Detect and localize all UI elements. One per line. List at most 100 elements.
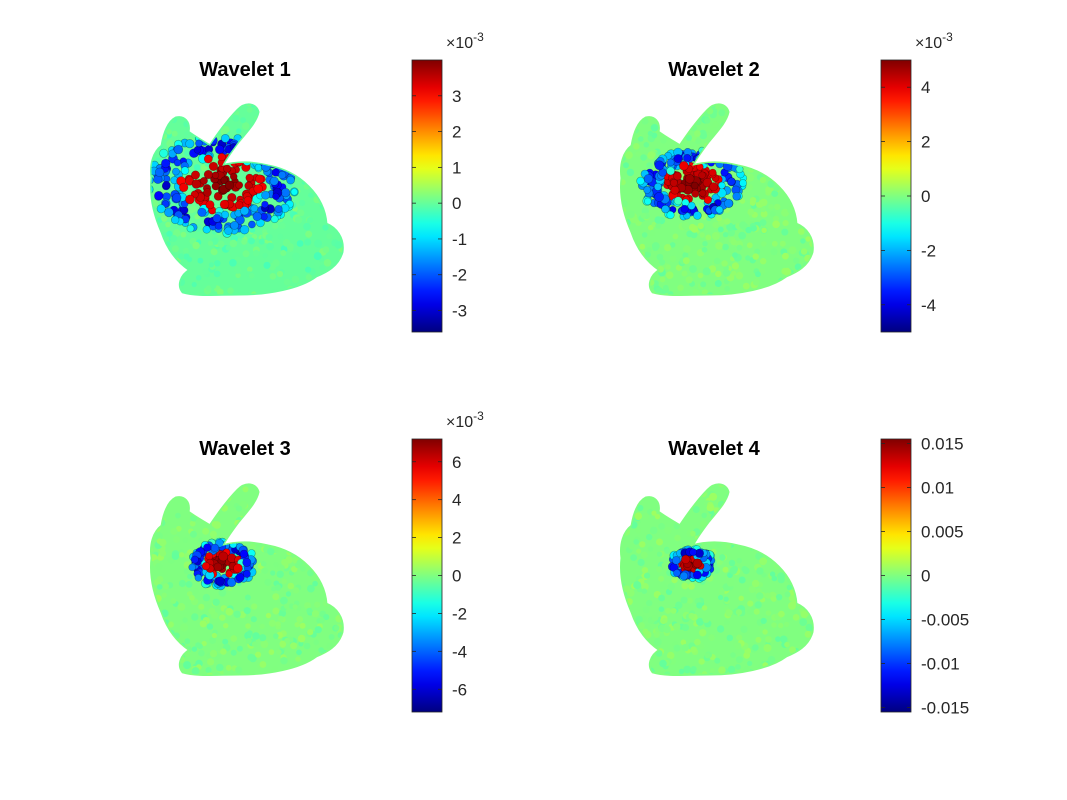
data-point-hotspot bbox=[237, 142, 248, 153]
data-point bbox=[210, 506, 218, 515]
data-point bbox=[292, 604, 298, 610]
data-point bbox=[333, 625, 340, 631]
data-point bbox=[782, 488, 791, 496]
data-point bbox=[811, 125, 813, 131]
data-point bbox=[754, 601, 762, 609]
data-point bbox=[626, 168, 635, 177]
data-point bbox=[757, 143, 763, 149]
data-point bbox=[792, 614, 800, 621]
data-point bbox=[811, 276, 813, 283]
data-point bbox=[327, 273, 335, 281]
data-point bbox=[333, 147, 341, 155]
data-point bbox=[333, 266, 341, 274]
data-point bbox=[196, 292, 202, 295]
data-point bbox=[681, 221, 690, 230]
data-point bbox=[716, 215, 722, 222]
data-point bbox=[649, 229, 656, 237]
data-point bbox=[751, 498, 758, 505]
data-point bbox=[722, 269, 731, 277]
data-point bbox=[731, 127, 740, 135]
data-point bbox=[795, 114, 803, 122]
data-point bbox=[765, 610, 772, 616]
data-point bbox=[743, 500, 750, 506]
data-point bbox=[666, 651, 675, 660]
data-point bbox=[320, 114, 328, 121]
data-point bbox=[301, 130, 309, 139]
data-point bbox=[169, 268, 176, 275]
data-point bbox=[324, 668, 331, 675]
data-point bbox=[751, 579, 760, 588]
data-point-hotspot bbox=[256, 139, 264, 147]
data-point bbox=[151, 506, 159, 514]
data-point bbox=[690, 666, 697, 672]
data-point bbox=[811, 557, 813, 564]
data-point bbox=[330, 123, 337, 130]
colorbar-tick-label: 0 bbox=[452, 567, 461, 586]
data-point bbox=[295, 656, 301, 662]
data-point bbox=[189, 520, 196, 527]
data-point bbox=[765, 484, 773, 491]
data-point bbox=[323, 519, 331, 527]
data-point bbox=[806, 578, 813, 586]
data-point bbox=[250, 135, 258, 143]
data-point bbox=[647, 130, 654, 137]
data-point bbox=[321, 185, 328, 192]
data-point bbox=[678, 116, 686, 124]
data-point bbox=[699, 629, 707, 637]
data-point bbox=[792, 178, 800, 187]
data-point bbox=[255, 568, 262, 574]
data-point bbox=[793, 497, 799, 504]
data-point bbox=[313, 639, 320, 646]
data-point bbox=[728, 99, 733, 104]
data-point bbox=[761, 241, 767, 247]
data-point bbox=[630, 116, 638, 125]
data-point bbox=[211, 675, 216, 680]
data-point bbox=[739, 538, 745, 545]
data-point-hotspot bbox=[666, 210, 675, 220]
data-point bbox=[245, 638, 252, 644]
data-point bbox=[210, 248, 218, 255]
data-point bbox=[272, 223, 279, 230]
colorbar-tick-label: 0.015 bbox=[921, 434, 964, 453]
data-point bbox=[305, 230, 313, 238]
data-point bbox=[659, 582, 667, 590]
data-point bbox=[297, 533, 304, 541]
data-point bbox=[151, 514, 156, 522]
data-point bbox=[297, 209, 305, 217]
data-point bbox=[281, 578, 287, 584]
data-point bbox=[748, 528, 755, 534]
data-point-hotspot bbox=[273, 155, 283, 165]
data-point bbox=[755, 122, 762, 129]
data-point bbox=[741, 566, 748, 572]
data-point bbox=[787, 558, 795, 566]
colorbar-tick-label: 4 bbox=[921, 78, 930, 97]
data-point bbox=[628, 509, 634, 515]
data-point bbox=[754, 123, 763, 132]
data-point bbox=[305, 502, 314, 510]
data-point-hotspot bbox=[220, 176, 229, 185]
data-point bbox=[296, 559, 304, 566]
data-point bbox=[254, 535, 262, 543]
data-point bbox=[339, 501, 343, 510]
data-point bbox=[806, 510, 813, 518]
data-point bbox=[191, 646, 198, 652]
data-point bbox=[188, 206, 195, 214]
data-point bbox=[296, 240, 304, 247]
data-point bbox=[151, 115, 158, 123]
data-point bbox=[780, 531, 786, 537]
data-point bbox=[235, 190, 243, 198]
data-point bbox=[640, 212, 647, 219]
data-point-hotspot bbox=[234, 200, 244, 210]
data-point bbox=[764, 592, 771, 599]
data-point bbox=[641, 588, 648, 594]
data-point bbox=[681, 582, 689, 590]
data-point bbox=[783, 476, 791, 484]
data-point bbox=[654, 216, 662, 224]
data-point bbox=[771, 240, 778, 247]
data-point bbox=[223, 623, 229, 629]
data-point-hotspot bbox=[253, 184, 264, 194]
data-point bbox=[274, 584, 282, 591]
data-point bbox=[697, 222, 704, 230]
data-point bbox=[801, 672, 809, 675]
data-point-hotspot bbox=[255, 174, 265, 184]
